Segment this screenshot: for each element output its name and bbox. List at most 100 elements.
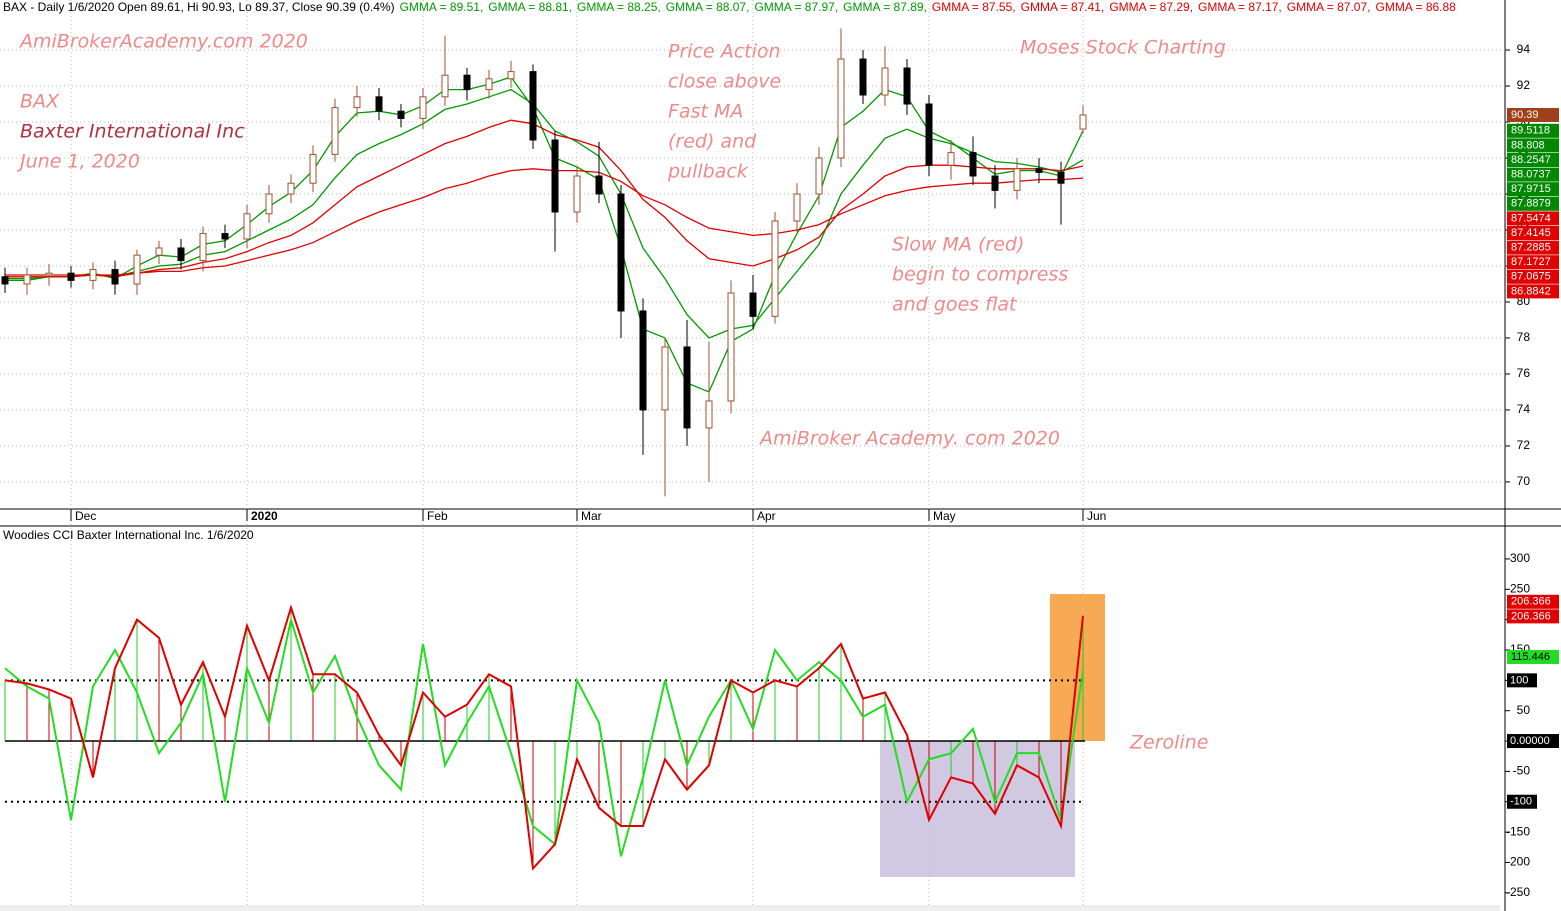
header-part: GMMA = 87.55, bbox=[932, 0, 1016, 14]
y-tick-label: 78 bbox=[1517, 330, 1531, 344]
header-part: GMMA = 88.81, bbox=[488, 0, 572, 14]
price-box-label: 87.5474 bbox=[1511, 212, 1551, 224]
price-box-label: 87.0675 bbox=[1511, 271, 1551, 283]
x-tick-label: Apr bbox=[757, 509, 776, 523]
candle-body bbox=[1079, 114, 1087, 130]
annotation: Slow MA (red) bbox=[892, 234, 1024, 256]
gmma-line bbox=[5, 88, 1084, 339]
level-label: 0.00000 bbox=[1510, 735, 1550, 747]
header-part: GMMA = 87.17, bbox=[1198, 0, 1282, 14]
value-box-label: 206.366 bbox=[1511, 596, 1551, 608]
candle-body bbox=[749, 292, 757, 317]
candle-body bbox=[89, 269, 97, 281]
candle-body bbox=[837, 58, 845, 159]
candle-body bbox=[133, 254, 141, 285]
price-box-label: 89.5118 bbox=[1511, 125, 1550, 137]
candle-body bbox=[419, 96, 427, 119]
annotation: close above bbox=[668, 71, 781, 93]
candle-body bbox=[573, 175, 581, 213]
header-part: GMMA = 87.41, bbox=[1021, 0, 1105, 14]
header-part: GMMA = 87.97, bbox=[754, 0, 838, 14]
header-part: GMMA = 87.07, bbox=[1287, 0, 1371, 14]
price-box-label: 88.808 bbox=[1511, 139, 1545, 151]
candle-body bbox=[859, 58, 867, 96]
y-tick-label: 94 bbox=[1517, 42, 1531, 56]
x-tick-label: 2020 bbox=[251, 509, 278, 523]
annotation: Fast MA bbox=[668, 101, 743, 123]
annotation: begin to compress bbox=[892, 264, 1068, 286]
annotation: Zeroline bbox=[1129, 732, 1208, 754]
y-tick-label: 76 bbox=[1517, 366, 1531, 380]
value-box bbox=[1507, 594, 1559, 609]
y-tick-label: 92 bbox=[1517, 78, 1531, 92]
price-box bbox=[1507, 240, 1559, 255]
annotation: Moses Stock Charting bbox=[1020, 37, 1226, 59]
y-tick-label: -150 bbox=[1506, 824, 1530, 838]
candle-body bbox=[441, 74, 449, 98]
candle-body bbox=[463, 74, 471, 91]
highlight-box bbox=[880, 741, 1075, 877]
price-box-label: 87.8879 bbox=[1511, 198, 1551, 210]
y-tick-label: 250 bbox=[1510, 581, 1530, 595]
cci-line bbox=[4, 604, 1084, 871]
header-part: BAX - Daily 1/6/2020 Open 89.61, Hi 90.9… bbox=[3, 0, 395, 14]
y-tick-label: -50 bbox=[1513, 764, 1531, 778]
candle-body bbox=[331, 107, 339, 155]
header-part: GMMA = 88.07, bbox=[666, 0, 750, 14]
price-box bbox=[1507, 107, 1559, 122]
price-box-label: 87.4145 bbox=[1511, 227, 1551, 239]
candle-body bbox=[903, 67, 911, 105]
level-box bbox=[1507, 794, 1537, 809]
gmma-line bbox=[5, 168, 1084, 276]
price-box-label: 87.9715 bbox=[1511, 183, 1551, 195]
price-box bbox=[1507, 196, 1559, 211]
gmma-line bbox=[5, 76, 1084, 393]
candle-body bbox=[947, 152, 955, 166]
price-box bbox=[1507, 211, 1559, 226]
candle-body bbox=[793, 193, 801, 222]
candle-body bbox=[595, 175, 603, 195]
x-tick-label: Dec bbox=[75, 509, 96, 523]
y-tick-label: 300 bbox=[1510, 551, 1530, 565]
annotation: (red) and bbox=[668, 131, 757, 153]
header: BAX - Daily 1/6/2020 Open 89.61, Hi 90.9… bbox=[3, 0, 1456, 14]
candle-body bbox=[771, 220, 779, 317]
x-tick-label: Feb bbox=[427, 509, 448, 523]
scroll-strip bbox=[0, 905, 1500, 911]
panel-title: Woodies CCI Baxter International Inc. 1/… bbox=[3, 528, 254, 542]
level-box bbox=[1507, 734, 1559, 749]
price-box-label: 86.8842 bbox=[1511, 285, 1551, 297]
candle-body bbox=[45, 272, 53, 276]
value-box bbox=[1507, 609, 1559, 624]
candle-body bbox=[287, 182, 295, 195]
candle-body bbox=[617, 193, 625, 312]
candle-body bbox=[969, 152, 977, 177]
header-part: GMMA = 89.51, bbox=[400, 0, 484, 14]
price-box bbox=[1507, 123, 1559, 138]
candle-body bbox=[551, 139, 559, 213]
level-box bbox=[1507, 673, 1537, 688]
value-box-label: 206.366 bbox=[1511, 610, 1551, 622]
candle-body bbox=[991, 175, 999, 191]
candle-body bbox=[881, 67, 889, 96]
candle-body bbox=[705, 400, 713, 429]
gmma-line bbox=[5, 119, 1084, 278]
x-tick-label: May bbox=[933, 509, 956, 523]
candle-body bbox=[265, 193, 273, 215]
candle-body bbox=[309, 153, 317, 184]
candle-body bbox=[199, 233, 207, 262]
candle-body bbox=[353, 96, 361, 109]
candle-body bbox=[221, 233, 229, 240]
value-box bbox=[1507, 649, 1559, 664]
price-box bbox=[1507, 225, 1559, 240]
annotation: Baxter International Inc bbox=[20, 121, 245, 143]
price-box bbox=[1507, 269, 1559, 284]
candle-body bbox=[529, 71, 537, 141]
y-tick-label: 72 bbox=[1517, 438, 1531, 452]
candle-body bbox=[1057, 171, 1065, 184]
candle-body bbox=[1013, 168, 1021, 191]
candle-body bbox=[661, 346, 669, 411]
x-tick-label: Jun bbox=[1087, 509, 1106, 523]
